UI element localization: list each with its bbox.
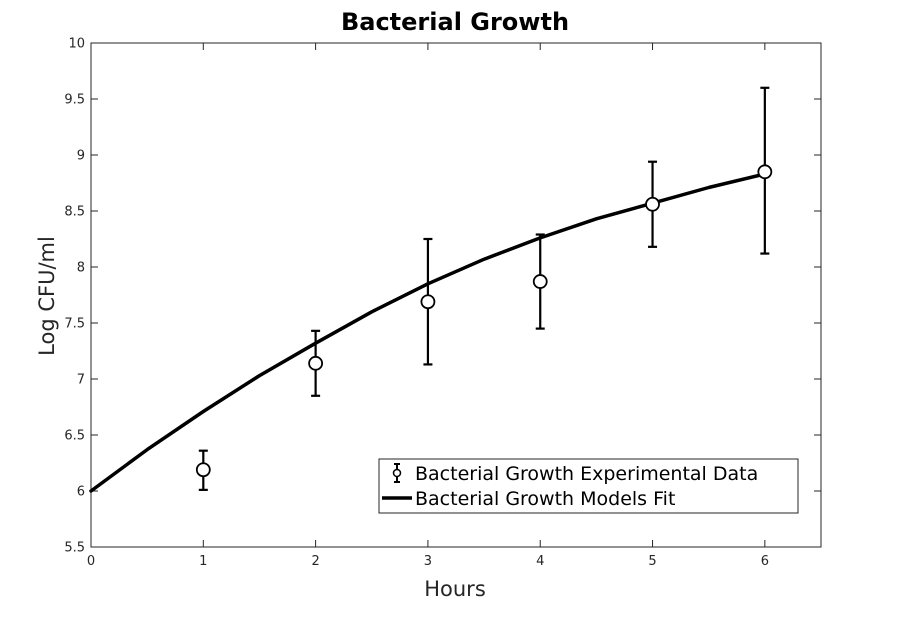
x-axis-label: Hours — [424, 577, 486, 601]
data-point-marker — [195, 462, 211, 478]
y-axis-label: Log CFU/ml — [35, 236, 59, 356]
x-tick-label: 2 — [311, 554, 319, 569]
legend-box — [378, 458, 799, 514]
legend-label: Bacterial Growth Experimental Data — [415, 463, 758, 485]
data-point-marker — [420, 294, 436, 310]
legend-marker-glyph — [392, 468, 402, 478]
y-tick-label: 7 — [77, 373, 85, 388]
axes-box — [90, 42, 822, 548]
y-tick-label: 6.5 — [64, 429, 85, 444]
data-point-marker — [532, 274, 548, 289]
x-tick-label: 6 — [761, 554, 769, 569]
data-point-marker — [757, 164, 773, 180]
y-tick-label: 7.5 — [64, 317, 85, 332]
y-tick-label: 8.5 — [64, 205, 85, 220]
y-tick-label: 10 — [68, 37, 85, 52]
x-tick-label: 5 — [648, 554, 656, 569]
y-tick-label: 9 — [77, 149, 85, 164]
y-tick-label: 5.5 — [64, 541, 85, 556]
legend-label: Bacterial Growth Models Fit — [415, 488, 675, 510]
y-tick-label: 9.5 — [64, 93, 85, 108]
data-point-marker — [645, 196, 660, 212]
x-tick-label: 0 — [87, 554, 95, 569]
x-tick-label: 4 — [536, 554, 544, 569]
y-tick-label: 6 — [77, 485, 85, 500]
chart-title: Bacterial Growth — [341, 8, 569, 36]
x-tick-label: 1 — [199, 554, 207, 569]
data-point-marker — [308, 355, 324, 371]
x-tick-label: 3 — [424, 554, 432, 569]
y-tick-label: 8 — [77, 261, 85, 276]
